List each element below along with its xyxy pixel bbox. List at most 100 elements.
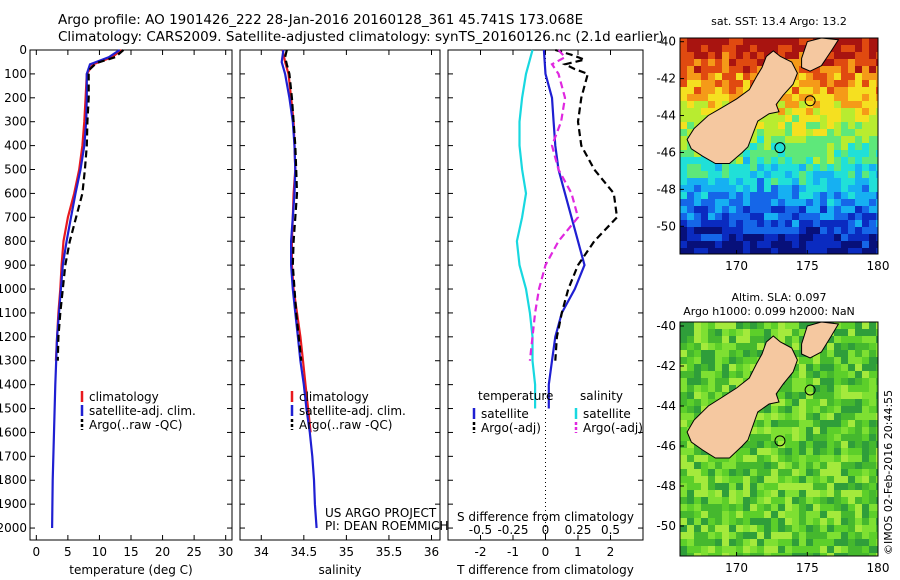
map-cell bbox=[729, 94, 736, 101]
map-cell bbox=[834, 178, 841, 185]
map-cell bbox=[813, 448, 820, 455]
map-cell bbox=[729, 378, 736, 385]
map-cell bbox=[736, 364, 743, 371]
map-cell bbox=[778, 427, 785, 434]
map-cell bbox=[792, 371, 799, 378]
map-cell bbox=[729, 343, 736, 350]
map-cell bbox=[764, 504, 771, 511]
map-cell bbox=[813, 371, 820, 378]
map-cell bbox=[869, 143, 876, 150]
map-cell bbox=[841, 553, 848, 556]
map-cell bbox=[848, 420, 855, 427]
map-cell bbox=[687, 241, 694, 248]
map-cell bbox=[876, 525, 878, 532]
map-cell bbox=[841, 441, 848, 448]
map-cell bbox=[729, 546, 736, 553]
map-cell bbox=[799, 213, 806, 220]
map-cell bbox=[827, 357, 834, 364]
map-cell bbox=[841, 45, 848, 52]
map-cell bbox=[750, 350, 757, 357]
map-cell bbox=[841, 101, 848, 108]
map-cell bbox=[806, 248, 813, 254]
map-cell bbox=[708, 469, 715, 476]
map-cell bbox=[813, 434, 820, 441]
map-cell bbox=[827, 199, 834, 206]
map-cell bbox=[841, 108, 848, 115]
legend-label: Argo(-adj) bbox=[583, 421, 643, 435]
map-cell bbox=[862, 206, 869, 213]
map-cell bbox=[841, 213, 848, 220]
map-cell bbox=[764, 441, 771, 448]
map-cell bbox=[855, 357, 862, 364]
map-cell bbox=[855, 45, 862, 52]
map-cell bbox=[827, 206, 834, 213]
map-cell bbox=[701, 248, 708, 254]
map-cell bbox=[876, 101, 878, 108]
south-island-land bbox=[686, 50, 798, 164]
map-cell bbox=[722, 322, 729, 329]
map-cell bbox=[869, 532, 876, 539]
map-cell bbox=[848, 546, 855, 553]
map-cell bbox=[750, 150, 757, 157]
map-cell bbox=[694, 178, 701, 185]
map-cell bbox=[708, 73, 715, 80]
map-cell bbox=[743, 371, 750, 378]
map-cell bbox=[729, 80, 736, 87]
map-cell bbox=[855, 504, 862, 511]
map-cell bbox=[806, 94, 813, 101]
map-cell bbox=[701, 241, 708, 248]
map-cell bbox=[876, 322, 878, 329]
x2-axis-label: S difference from climatology bbox=[457, 510, 634, 524]
map-cell bbox=[764, 206, 771, 213]
map-cell bbox=[722, 336, 729, 343]
map-cell bbox=[855, 143, 862, 150]
map-cell bbox=[806, 364, 813, 371]
map-cell bbox=[694, 336, 701, 343]
map-cell bbox=[876, 178, 878, 185]
map-cell bbox=[694, 364, 701, 371]
map-cell bbox=[708, 518, 715, 525]
map-cell bbox=[806, 385, 813, 392]
map-cell bbox=[869, 150, 876, 157]
map-cell bbox=[701, 52, 708, 59]
map-cell bbox=[750, 476, 757, 483]
map-cell bbox=[855, 350, 862, 357]
map-cell bbox=[785, 532, 792, 539]
map-cell bbox=[792, 476, 799, 483]
map-cell bbox=[827, 73, 834, 80]
map-cell bbox=[813, 392, 820, 399]
map-cell bbox=[708, 504, 715, 511]
map-cell bbox=[715, 178, 722, 185]
map-cell bbox=[792, 336, 799, 343]
map-cell bbox=[764, 455, 771, 462]
map-cell bbox=[876, 234, 878, 241]
map-cell bbox=[820, 378, 827, 385]
map-cell bbox=[701, 476, 708, 483]
map-cell bbox=[813, 213, 820, 220]
map-cell bbox=[813, 150, 820, 157]
map-cell bbox=[792, 343, 799, 350]
map-cell bbox=[841, 136, 848, 143]
map-cell bbox=[771, 192, 778, 199]
map-cell bbox=[848, 427, 855, 434]
map-cell bbox=[841, 129, 848, 136]
map-cell bbox=[813, 241, 820, 248]
map-cell bbox=[771, 220, 778, 227]
map-cell bbox=[799, 329, 806, 336]
map-cell bbox=[771, 462, 778, 469]
map-cell bbox=[876, 371, 878, 378]
map-cell bbox=[848, 406, 855, 413]
map-cell bbox=[841, 364, 848, 371]
map-cell bbox=[827, 150, 834, 157]
map-cell bbox=[855, 364, 862, 371]
map-x-tick-label: 170 bbox=[725, 259, 748, 273]
map-cell bbox=[687, 66, 694, 73]
map-cell bbox=[862, 413, 869, 420]
map-cell bbox=[820, 532, 827, 539]
map-cell bbox=[764, 213, 771, 220]
map-cell bbox=[743, 185, 750, 192]
map-cell bbox=[834, 483, 841, 490]
map-cell bbox=[876, 462, 878, 469]
map-cell bbox=[764, 406, 771, 413]
map-cell bbox=[855, 129, 862, 136]
